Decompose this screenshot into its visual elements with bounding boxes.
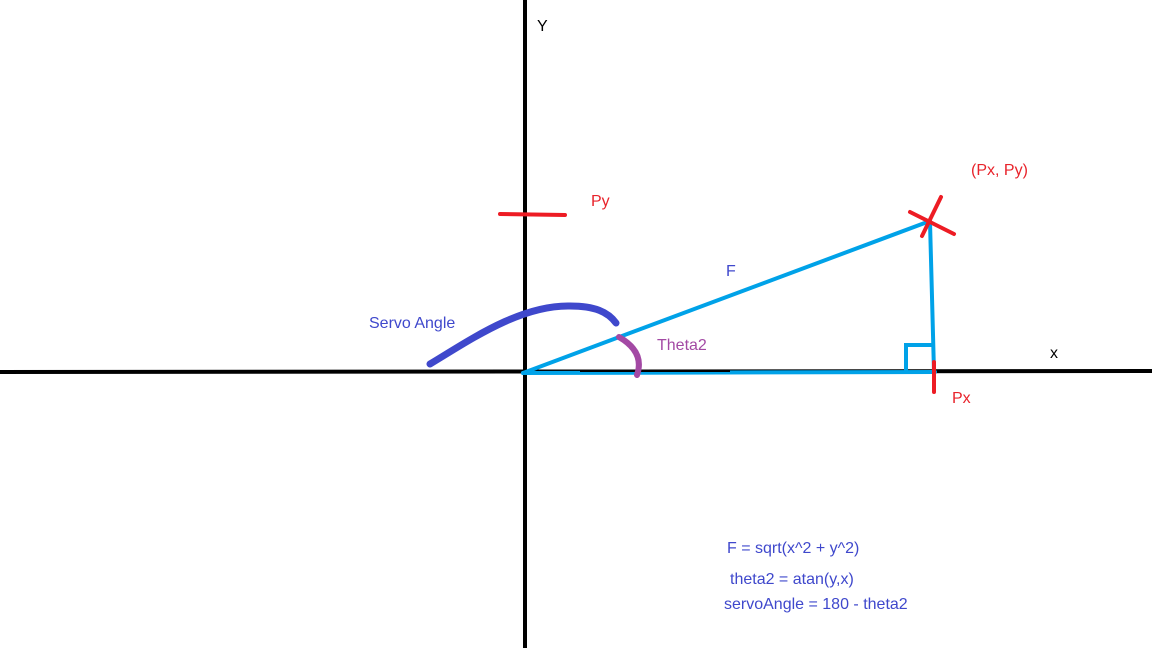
formula-servo-angle: servoAngle = 180 - theta2 bbox=[724, 596, 908, 613]
vertical-leg-line bbox=[928, 220, 936, 374]
py-tick bbox=[498, 212, 567, 217]
base-line bbox=[521, 370, 937, 375]
y-axis-label: Y bbox=[537, 18, 548, 35]
servo-angle-arc bbox=[426, 302, 620, 368]
theta2-arc bbox=[616, 334, 642, 378]
right-angle-marker bbox=[904, 343, 934, 374]
x-axis-label: x bbox=[1050, 345, 1058, 362]
formula-f: F = sqrt(x^2 + y^2) bbox=[727, 540, 860, 557]
point-marker-stroke-1 bbox=[908, 210, 956, 236]
servo-angle-label: Servo Angle bbox=[369, 315, 456, 332]
px-label: Px bbox=[952, 390, 971, 407]
py-label: Py bbox=[591, 193, 610, 210]
point-label: (Px, Py) bbox=[971, 162, 1028, 179]
point-marker-stroke-2 bbox=[920, 195, 943, 238]
theta2-label: Theta2 bbox=[657, 337, 707, 354]
f-label: F bbox=[726, 263, 736, 280]
formula-theta2: theta2 = atan(y,x) bbox=[730, 571, 854, 588]
hypotenuse-f-line bbox=[521, 219, 932, 375]
